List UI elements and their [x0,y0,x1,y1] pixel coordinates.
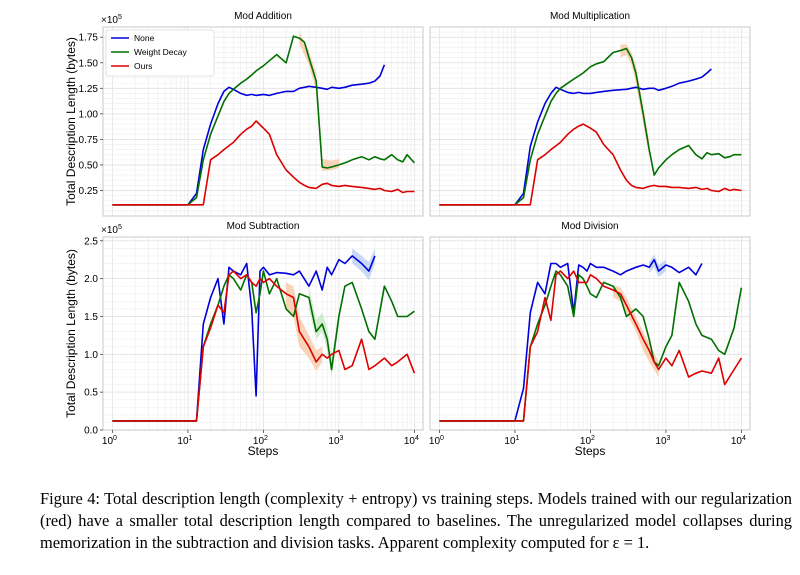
panel-title: Mod Division [561,221,618,232]
y-tick-label: 1.5 [84,312,98,323]
panel-mod-subtraction: Mod Subtraction 0.0 0.5 1.0 1.5 2.0 2.5×105 100… [64,221,424,458]
panel-mod-division: Mod Division 100 101 102 103 104 Steps [429,221,751,458]
plot-frame [102,236,424,431]
plot-area [430,237,750,430]
series-line-ours [112,270,416,422]
series-line-none [112,64,386,206]
x-axis-label: Steps [248,444,279,458]
x-tick-label: 100 [102,435,117,447]
y-tick-label: 0.5 [84,388,98,399]
legend: None Weight Decay Ours [105,29,215,77]
y-tick-label: 0.25 [79,186,99,197]
x-tick-label: 103 [655,435,670,447]
x-tick-label: 102 [580,435,595,447]
x-axis-label: Steps [575,444,606,458]
figure-caption: Figure 4: Total description length (comp… [40,489,792,552]
x-tick-label: 101 [504,435,519,447]
panel-title: Mod Multiplication [550,11,630,22]
panel-title: Mod Addition [234,11,292,22]
series-line-weight-decay [439,270,743,422]
y-tick-label: 2.5 [84,236,98,247]
panel-mod-multiplication: Mod Multiplication [429,11,751,217]
legend-label: Ours [134,61,152,71]
series-line-ours [439,270,743,422]
x-tick-label: 102 [253,435,268,447]
y-multiplier: ×105 [101,14,122,26]
y-axis-label: Total Description Length (bytes) [64,37,78,206]
y-tick-label: 0.75 [79,135,99,146]
y-axis-label: Total Description Length (bytes) [64,249,78,418]
panel-mod-addition: Mod Addition 0.25 0.50 0.75 1.00 1.25 1.50 1.75… [64,11,424,217]
y-multiplier: ×105 [101,224,122,236]
legend-label: Weight Decay [134,47,188,57]
y-tick-label: 1.25 [79,84,99,95]
figure: Mod Addition 0.25 0.50 0.75 1.00 1.25 1.50 1.75… [64,11,751,458]
series-line-ours [112,120,415,206]
figure-svg: Mod Addition 0.25 0.50 0.75 1.00 1.25 1.50 1.75… [64,11,751,458]
plot-frame [429,236,751,431]
series-line-weight-decay [439,47,742,206]
band-none [352,248,375,281]
series-line-none [439,258,703,422]
series-line-ours [439,123,742,206]
x-tick-label: 103 [328,435,343,447]
x-tick-label: 104 [731,435,746,447]
y-tick-label: 2.0 [84,274,98,285]
y-tick-label: 1.00 [79,109,99,120]
legend-box [105,29,215,77]
band-weight-decay [299,32,339,171]
plot-area [430,27,750,216]
legend-label: None [134,33,155,43]
x-tick-label: 100 [429,435,444,447]
y-tick-label: 1.50 [79,58,99,69]
y-tick-label: 1.75 [79,33,99,44]
x-tick-label: 104 [404,435,419,447]
y-tick-label: 1.0 [84,350,98,361]
plot-frame [102,26,424,217]
series-line-none [112,255,376,422]
series-line-none [439,68,712,206]
y-tick-label: 0.0 [84,426,98,437]
panel-title: Mod Subtraction [227,221,300,232]
y-tick-label: 0.50 [79,160,99,171]
series-line-weight-decay [112,35,415,206]
x-tick-label: 101 [177,435,192,447]
plot-frame [429,26,751,217]
series-line-weight-decay [112,270,415,422]
